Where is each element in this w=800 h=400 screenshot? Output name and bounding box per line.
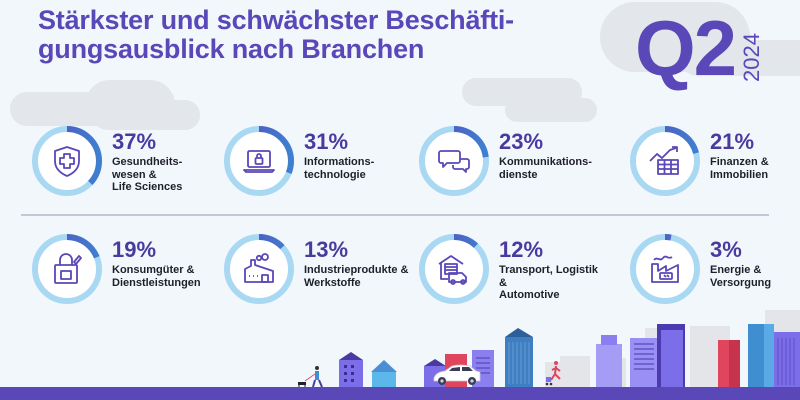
sector-percentage: 3% xyxy=(710,237,742,262)
sector-card-consumer: 19% Konsumgüter & Dienstleistungen xyxy=(30,232,220,312)
cloud-decoration xyxy=(140,100,200,130)
row-divider xyxy=(21,214,769,216)
sector-label: Gesundheits- wesen & Life Sciences xyxy=(112,156,183,193)
sector-percentage: 19% xyxy=(112,237,157,262)
chat-bubbles-icon xyxy=(438,150,470,173)
shield-cross-icon xyxy=(54,146,80,177)
sector-label: Finanzen & Immobilien xyxy=(710,156,769,181)
page-title: Stärkster und schwächster Beschäfti- gun… xyxy=(38,6,514,64)
factory-icon xyxy=(244,253,274,283)
car-icon xyxy=(433,364,481,385)
city-skyline-illustration xyxy=(298,310,800,388)
shopping-bag-icon xyxy=(54,253,82,284)
donut-ring xyxy=(30,124,104,198)
sector-card-it: 31% Informations- technologie xyxy=(222,124,412,204)
donut-ring xyxy=(222,232,296,306)
sector-percentage: 37% xyxy=(112,129,157,154)
sector-percentage: 13% xyxy=(304,237,349,262)
donut-ring xyxy=(417,232,491,306)
sector-card-finance: 21% Finanzen & Immobilien xyxy=(628,124,800,204)
sector-label: Energie & Versorgung xyxy=(710,264,772,289)
title-line-1: Stärkster und schwächster Beschäfti- xyxy=(38,5,514,35)
quarter-badge: Q2 2024 xyxy=(635,4,765,92)
sector-card-energy: 3% Energie & Versorgung xyxy=(628,232,800,312)
chart-table-icon xyxy=(649,146,679,175)
sector-card-health: 37% Gesundheits- wesen & Life Sciences xyxy=(30,124,220,204)
warehouse-truck-icon xyxy=(438,255,467,285)
sector-label: Informations- technologie xyxy=(304,156,375,181)
donut-ring xyxy=(30,232,104,306)
sector-percentage: 31% xyxy=(304,129,349,154)
ground-bar xyxy=(0,387,800,400)
person-with-dog-icon xyxy=(298,366,323,388)
donut-ring xyxy=(628,232,702,306)
cloud-decoration xyxy=(505,98,597,122)
donut-ring xyxy=(222,124,296,198)
year-label: 2024 xyxy=(739,33,765,82)
sector-label: Transport, Logistik & Automotive xyxy=(499,264,599,301)
sector-label: Konsumgüter & Dienstleistungen xyxy=(112,264,201,289)
sector-label: Industrieprodukte & Werkstoffe xyxy=(304,264,409,289)
sector-card-industrial: 13% Industrieprodukte & Werkstoffe xyxy=(222,232,412,312)
laptop-lock-icon xyxy=(243,150,275,173)
sector-card-communication: 23% Kommunikations- dienste xyxy=(417,124,607,204)
cloud-decoration xyxy=(680,40,800,76)
donut-ring xyxy=(417,124,491,198)
sector-card-transport: 12% Transport, Logistik & Automotive xyxy=(417,232,607,312)
sector-percentage: 21% xyxy=(710,129,755,154)
sector-percentage: 12% xyxy=(499,237,544,262)
sector-label: Kommunikations- dienste xyxy=(499,156,592,181)
quarter-label: Q2 xyxy=(635,4,737,92)
energy-plant-icon xyxy=(651,255,679,283)
jogger-icon xyxy=(545,361,561,386)
title-line-2: gungsausblick nach Branchen xyxy=(38,34,425,64)
sector-percentage: 23% xyxy=(499,129,544,154)
